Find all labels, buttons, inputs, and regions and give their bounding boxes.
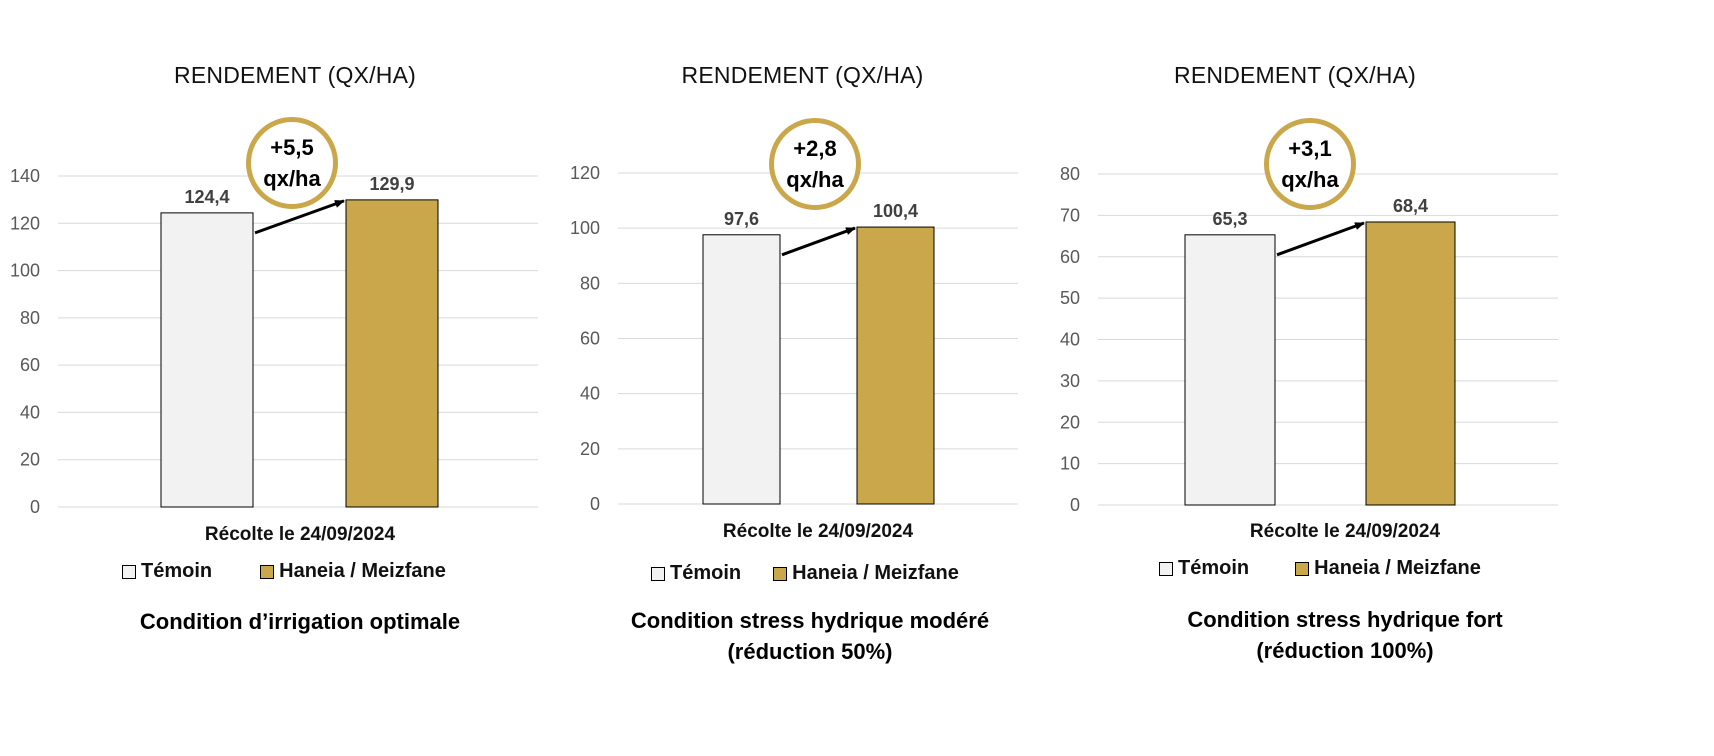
gain-unit: qx/ha — [1281, 167, 1339, 192]
chart-panel-irrigation-optimale: RENDEMENT (QX/HA) 0 20 40 60 80 100 120 140 124,… — [0, 0, 590, 756]
gain-value: +5,5 — [270, 135, 314, 160]
y-tick-label: 100 — [10, 261, 40, 281]
y-tick-label: 60 — [580, 329, 600, 349]
y-tick-label: 40 — [20, 402, 40, 422]
legend-swatch-treated — [773, 566, 788, 581]
legend-swatch-treated — [1295, 561, 1310, 576]
y-tick-label: 20 — [20, 450, 40, 470]
bar-treated — [856, 226, 935, 505]
x-axis-label: Récolte le 24/09/2024 — [204, 524, 396, 545]
legend-item-control: Témoin — [651, 562, 741, 585]
y-tick-label: 120 — [570, 163, 600, 183]
condition-caption: Condition d’irrigation optimale — [0, 606, 600, 637]
y-tick-label: 40 — [580, 384, 600, 404]
y-tick-label: 120 — [10, 213, 40, 233]
y-tick-label: 140 — [10, 166, 40, 186]
caption-line-2: (réduction 100%) — [1256, 638, 1434, 663]
data-label: 129,9 — [369, 174, 414, 194]
chart-title: RENDEMENT (QX/HA) — [174, 62, 416, 88]
y-tick-label: 80 — [20, 308, 40, 328]
x-axis-label: Récolte le 24/09/2024 — [1249, 521, 1441, 542]
y-tick-label: 70 — [1060, 205, 1080, 225]
y-tick-label: 0 — [30, 497, 40, 517]
legend-swatch-control — [651, 566, 665, 581]
data-label: 97,6 — [724, 209, 759, 229]
data-label: 65,3 — [1212, 209, 1247, 229]
bar-chart: 0 10 20 30 40 50 60 70 80 65,3 68,4 — [1060, 164, 1558, 515]
bar-chart: 0 20 40 60 80 100 120 97,6 100,4 — [570, 163, 1018, 514]
chart-title: RENDEMENT (QX/HA) — [1174, 62, 1416, 88]
chart-title: RENDEMENT (QX/HA) — [681, 62, 924, 88]
bar-chart: 0 20 40 60 80 100 120 140 124,4 129,9 — [10, 166, 538, 517]
gain-unit: qx/ha — [786, 167, 844, 192]
y-tick-label: 30 — [1060, 371, 1080, 391]
y-tick-label: 100 — [570, 218, 600, 238]
y-tick-label: 10 — [1060, 454, 1080, 474]
bar-treated — [345, 199, 439, 508]
legend-item-control: Témoin — [1159, 557, 1249, 580]
legend-label-treated: Haneia / Meizfane — [1314, 557, 1481, 579]
y-tick-label: 40 — [1060, 330, 1080, 350]
gain-value: +2,8 — [793, 136, 837, 161]
y-tick-label: 50 — [1060, 288, 1080, 308]
data-label: 68,4 — [1393, 196, 1428, 216]
y-tick-label: 0 — [590, 494, 600, 514]
legend-swatch-treated — [260, 564, 275, 579]
y-tick-label: 80 — [580, 273, 600, 293]
legend-label-control: Témoin — [670, 562, 742, 584]
caption-line-2: (réduction 50%) — [727, 639, 893, 664]
legend-label-treated: Haneia / Meizfane — [792, 562, 959, 584]
gain-value: +3,1 — [1288, 136, 1332, 161]
legend-item-treated: Haneia / Meizfane — [260, 560, 446, 583]
gain-unit: qx/ha — [263, 166, 321, 191]
legend-swatch-control — [1159, 561, 1173, 576]
bar-treated — [1365, 221, 1456, 506]
legend-item-treated: Haneia / Meizfane — [1295, 557, 1481, 580]
legend-label-control: Témoin — [141, 560, 213, 582]
gain-arrow — [254, 199, 345, 235]
gain-arrow — [781, 226, 856, 257]
condition-caption: Condition stress hydrique modéré (réduct… — [560, 605, 1060, 667]
bar-control — [702, 234, 781, 505]
caption-line-1: Condition stress hydrique modéré — [630, 608, 990, 633]
gain-badge: +5,5 qx/ha — [246, 117, 338, 209]
y-tick-label: 20 — [580, 439, 600, 459]
bar-control — [160, 212, 254, 508]
x-axis-label: Récolte le 24/09/2024 — [722, 521, 914, 542]
legend: Témoin Haneia / Meizfane — [651, 562, 1001, 585]
chart-panel-stress-fort: RENDEMENT (QX/HA) 0 10 20 30 40 50 60 70 80 65,3 6… — [1040, 0, 1600, 756]
data-label: 124,4 — [184, 187, 229, 207]
condition-caption: Condition stress hydrique fort (réductio… — [1040, 604, 1650, 666]
legend-label-control: Témoin — [1178, 557, 1250, 579]
legend-item-control: Témoin — [122, 560, 212, 583]
legend: Témoin Haneia / Meizfane — [122, 560, 488, 583]
gain-badge: +3,1 qx/ha — [1264, 118, 1356, 210]
y-tick-label: 20 — [1060, 412, 1080, 432]
legend-label-treated: Haneia / Meizfane — [279, 560, 446, 582]
legend: Témoin Haneia / Meizfane — [1159, 557, 1523, 580]
y-tick-label: 60 — [1060, 247, 1080, 267]
y-tick-label: 80 — [1060, 164, 1080, 184]
y-tick-label: 0 — [1070, 495, 1080, 515]
legend-item-treated: Haneia / Meizfane — [773, 562, 959, 585]
caption-line-1: Condition stress hydrique fort — [1187, 607, 1503, 632]
data-label: 100,4 — [873, 201, 918, 221]
bar-control — [1184, 234, 1276, 506]
caption-line-1: Condition d’irrigation optimale — [139, 609, 461, 634]
chart-panel-stress-modere: RENDEMENT (QX/HA) 0 20 40 60 80 100 120 97,6 100… — [560, 0, 1060, 756]
gain-badge: +2,8 qx/ha — [769, 118, 861, 210]
legend-swatch-control — [122, 564, 136, 579]
gain-arrow — [1276, 221, 1365, 257]
y-tick-label: 60 — [20, 355, 40, 375]
